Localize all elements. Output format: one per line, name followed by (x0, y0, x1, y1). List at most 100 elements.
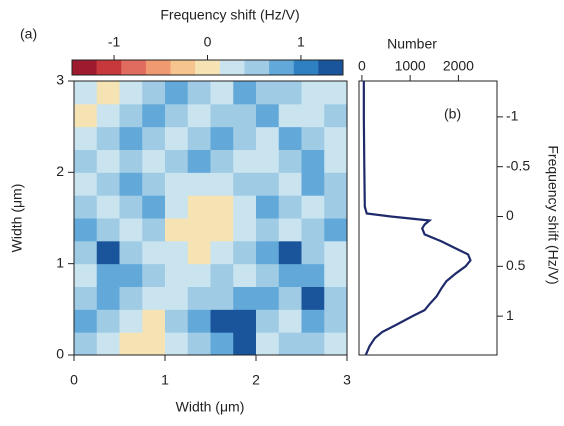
panel-label: (a) (20, 26, 37, 42)
heat-cell (324, 81, 348, 105)
colorbar-swatch (269, 60, 295, 75)
heat-cell (233, 149, 257, 173)
heat-cell (119, 286, 143, 310)
heat-cell (278, 149, 302, 173)
heat-cell (187, 81, 211, 105)
heat-cell (74, 240, 98, 265)
heat-cell (233, 195, 257, 219)
colorbar-tick-label: -1 (108, 34, 121, 50)
heat-cell (96, 81, 120, 105)
x-tick-label: 2000 (443, 58, 474, 74)
heat-cell (324, 126, 348, 150)
heat-cell (233, 81, 257, 105)
heat-cell (256, 263, 280, 287)
colorbar-swatch (170, 60, 196, 75)
heat-cell (74, 149, 98, 173)
heat-cell (96, 309, 120, 333)
heat-cell (96, 103, 120, 128)
heat-cell (142, 218, 166, 242)
y-tick-label: 0 (56, 346, 64, 362)
heat-cell (210, 218, 234, 242)
heat-cell (278, 332, 302, 356)
heat-cell (74, 263, 98, 287)
heat-cell (96, 172, 120, 196)
heat-cell (233, 103, 257, 128)
heat-cell (278, 195, 302, 219)
heat-cell (278, 263, 302, 287)
heat-cell (256, 332, 280, 356)
heat-cell (278, 309, 302, 333)
y-tick-label: 2 (56, 163, 64, 179)
heat-cell (210, 172, 234, 196)
heat-cell (324, 263, 348, 287)
heat-cell (210, 103, 234, 128)
heat-cell (233, 263, 257, 287)
heat-cell (301, 172, 325, 196)
x-axis-label: Width (μm) (176, 399, 245, 415)
heat-cell (210, 126, 234, 150)
heat-cell (256, 126, 280, 150)
heat-cell (301, 195, 325, 219)
y-axis-label: Width (μm) (9, 184, 25, 253)
heat-cell (187, 309, 211, 333)
heat-cell (74, 286, 98, 310)
heat-cell (233, 218, 257, 242)
heat-cell (256, 218, 280, 242)
heat-cell (165, 126, 189, 150)
colorbar-swatch (219, 60, 245, 75)
heat-cell (324, 332, 348, 356)
y-tick-label: 1 (506, 307, 514, 323)
heat-cell (187, 218, 211, 242)
heat-cell (96, 195, 120, 219)
heat-cell (119, 332, 143, 356)
heat-cell (165, 172, 189, 196)
heat-cell (165, 332, 189, 356)
heat-cell (301, 103, 325, 128)
heat-cell (233, 332, 257, 356)
colorbar-tick-label: 1 (297, 34, 305, 50)
heat-cell (96, 286, 120, 310)
heat-cell (233, 286, 257, 310)
heat-cell (324, 286, 348, 310)
y-tick-label: 3 (56, 72, 64, 88)
heat-cell (96, 263, 120, 287)
heat-cell (119, 81, 143, 105)
heat-cell (301, 149, 325, 173)
heat-cell (278, 172, 302, 196)
heat-cell (96, 126, 120, 150)
heat-cell (210, 286, 234, 310)
heat-cell (210, 195, 234, 219)
heat-cell (96, 332, 120, 356)
heat-cell (256, 240, 280, 265)
heat-cell (301, 332, 325, 356)
heat-cell (324, 309, 348, 333)
heat-cell (301, 240, 325, 265)
heat-cell (324, 172, 348, 196)
heat-cell (187, 286, 211, 310)
heat-cell (187, 172, 211, 196)
heat-cell (301, 286, 325, 310)
heat-cell (256, 103, 280, 128)
heat-cell (278, 286, 302, 310)
heat-cell (278, 103, 302, 128)
heat-cell (74, 126, 98, 150)
heat-cell (256, 195, 280, 219)
heat-cell (301, 309, 325, 333)
heat-cell (324, 240, 348, 265)
heat-cell (142, 263, 166, 287)
y-tick-label: -0.5 (506, 157, 530, 173)
heat-cell (142, 149, 166, 173)
heat-cell (74, 218, 98, 242)
heat-cell (74, 81, 98, 105)
heat-cell (187, 126, 211, 150)
x-tick-label: 1 (161, 372, 169, 388)
heat-cell (210, 240, 234, 265)
y-tick-label: 1 (56, 254, 64, 270)
heat-cell (278, 218, 302, 242)
heat-cell (278, 126, 302, 150)
heat-cell (96, 240, 120, 265)
heat-cell (210, 263, 234, 287)
heat-cell (96, 218, 120, 242)
heat-cell (187, 332, 211, 356)
